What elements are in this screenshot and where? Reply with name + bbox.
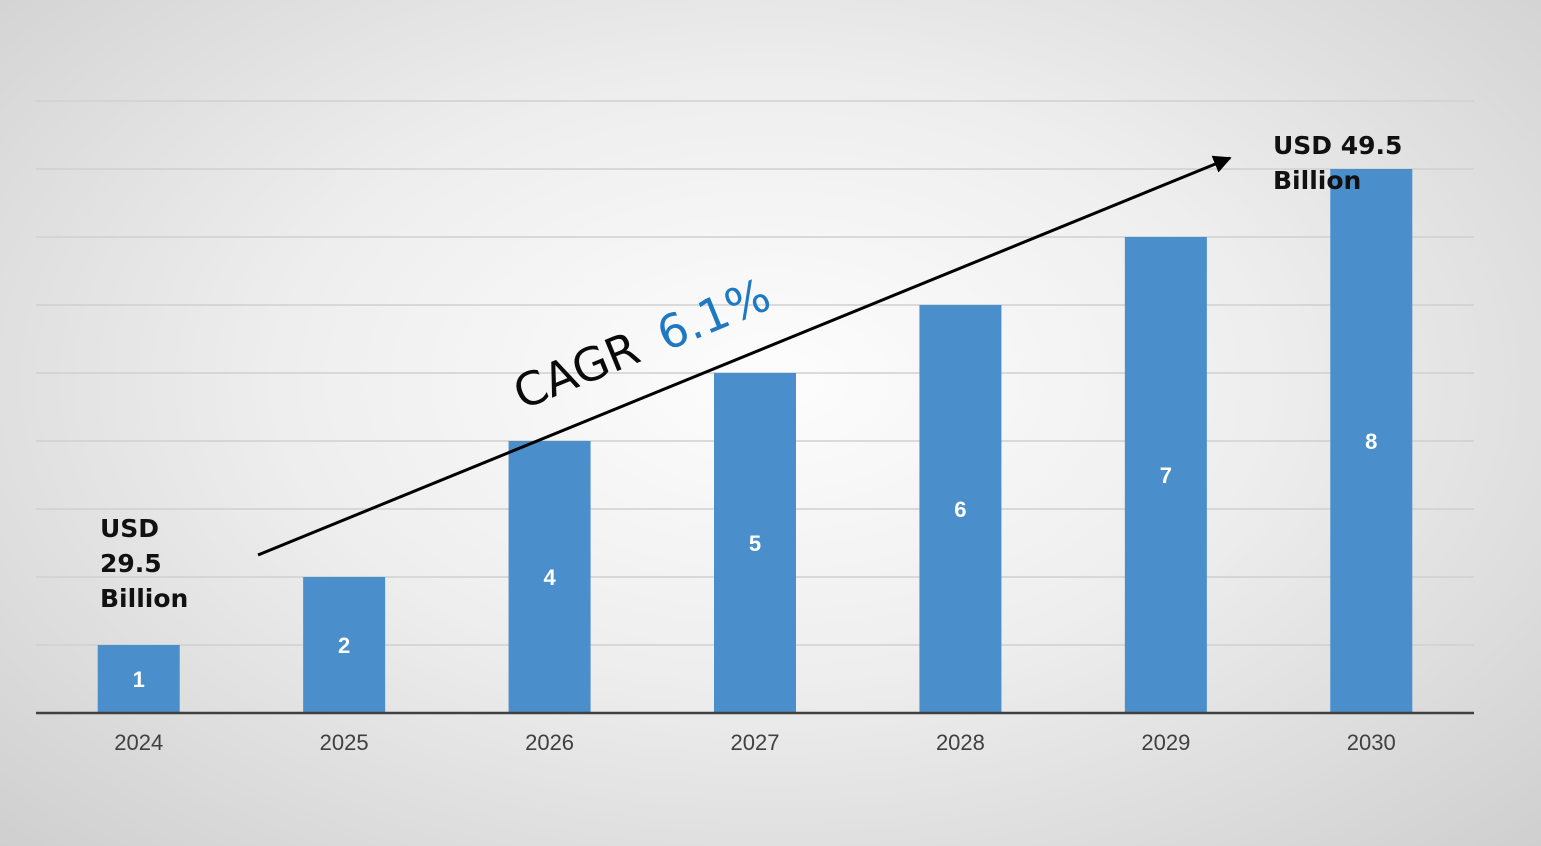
bar-2028 — [919, 305, 1002, 713]
bar-value-label: 7 — [1160, 463, 1172, 488]
x-tick-label: 2027 — [731, 730, 780, 755]
x-tick-label: 2030 — [1347, 730, 1396, 755]
start-annotation-line: USD — [100, 514, 159, 543]
cagr-arrow — [257, 155, 1232, 557]
start-value-annotation: USD 29.5 Billion — [100, 514, 188, 613]
x-tick-label: 2026 — [525, 730, 574, 755]
start-annotation-line: 29.5 — [100, 549, 162, 578]
bar-value-label: 6 — [954, 497, 966, 522]
bar-value-label: 8 — [1365, 429, 1377, 454]
bar-2026 — [508, 441, 591, 713]
bar-2030 — [1330, 169, 1413, 713]
bar-value-label: 4 — [543, 565, 556, 590]
bar-value-label: 1 — [133, 667, 145, 692]
cagr-value: 6.1% — [649, 267, 778, 361]
bar-value-label: 2 — [338, 633, 350, 658]
bar-2024 — [97, 645, 180, 713]
bar-2027 — [714, 373, 796, 713]
x-tick-label: 2028 — [936, 730, 985, 755]
bars: 1 2 4 5 6 7 8 — [97, 169, 1413, 713]
end-annotation-line: Billion — [1273, 166, 1361, 195]
bar-value-label: 5 — [749, 531, 761, 556]
x-tick-label: 2024 — [114, 730, 163, 755]
x-tick-label: 2025 — [320, 730, 369, 755]
x-axis-ticks: 2024 2025 2026 2027 2028 2029 2030 — [114, 730, 1396, 755]
bar-2029 — [1124, 237, 1207, 713]
x-tick-label: 2029 — [1141, 730, 1190, 755]
bar-2025 — [303, 577, 386, 713]
start-annotation-line: Billion — [100, 584, 188, 613]
end-annotation-line: USD 49.5 — [1273, 131, 1402, 160]
end-value-annotation: USD 49.5 Billion — [1273, 131, 1411, 195]
